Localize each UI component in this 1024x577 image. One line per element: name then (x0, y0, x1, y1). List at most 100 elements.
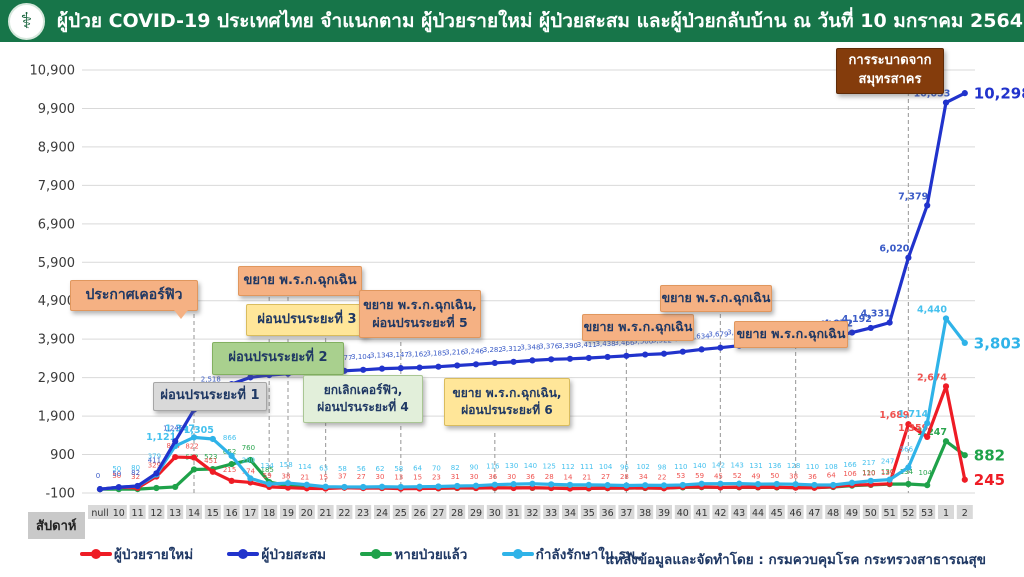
data-point-label: 23 (432, 473, 441, 481)
line-dot-marker-icon (501, 548, 534, 560)
data-point-label: 110 (862, 469, 875, 477)
x-tick-label: 21 (320, 508, 332, 519)
x-tick-label: 30 (489, 508, 501, 519)
data-point-label: 130 (881, 468, 894, 476)
data-point-label: 31 (451, 473, 460, 481)
x-tick-label: 22 (338, 508, 350, 519)
y-tick-label: 3,900 (38, 333, 75, 348)
data-point-label: 50 (112, 470, 121, 478)
data-point-label: 70 (432, 464, 441, 472)
data-point (604, 482, 611, 489)
data-point-label: 140 (524, 462, 537, 470)
data-point-label: 63 (319, 465, 328, 473)
data-point-label: 822 (185, 443, 198, 451)
data-point (924, 433, 931, 440)
event-annotation: ผ่อนปรนระยะที่ 1 (153, 382, 267, 411)
x-tick-chip (731, 505, 748, 519)
data-point-label: 80 (131, 464, 140, 472)
event-annotation: ขยาย พ.ร.ก.ฉุกเฉิน (238, 266, 362, 296)
annotation-text-line: ประกาศเคอร์ฟิว (85, 287, 183, 304)
data-point-label: 139 (881, 469, 894, 477)
x-tick-chip (712, 505, 729, 519)
x-tick-chip (88, 505, 112, 519)
data-point-label: 112 (561, 463, 574, 471)
data-point (736, 480, 743, 487)
data-point-label: 3,162 (408, 351, 428, 359)
x-tick-chip (298, 505, 315, 519)
data-point-label: 106 (843, 470, 857, 478)
data-point (228, 452, 235, 459)
annotation-text-line: สมุทรสาคร (858, 72, 922, 87)
data-point-label: 329 (148, 462, 161, 470)
data-point-label: 110 (674, 463, 687, 471)
x-tick-label: 29 (470, 508, 482, 519)
data-point-label: 30 (470, 473, 479, 481)
data-point (548, 481, 555, 488)
data-point-label: 131 (749, 462, 762, 470)
data-point (566, 355, 574, 362)
series-line (99, 91, 966, 491)
y-tick-label: 900 (50, 448, 75, 463)
data-point-label: 13 (394, 474, 403, 482)
data-point (792, 481, 799, 488)
annotation-text-line: ขยาย พ.ร.ก.ฉุกเฉิน (583, 319, 693, 335)
data-point-label: 379 (148, 453, 161, 461)
data-point-label: 22 (658, 473, 667, 481)
data-point-label: 3,104 (351, 353, 372, 361)
data-point-label: 21 (300, 473, 309, 481)
data-point-label: 247 (881, 458, 894, 466)
data-point (924, 482, 931, 489)
x-tick-chip (562, 505, 578, 519)
data-point-label: 866 (223, 434, 237, 442)
data-point (303, 481, 310, 488)
x-axis-week-label: สัปดาห์ (28, 512, 85, 539)
data-point-label: 30 (507, 473, 516, 481)
y-tick-label: 1,900 (38, 410, 75, 425)
x-tick-label: 49 (846, 508, 858, 519)
data-point-label: 3,134 (370, 352, 391, 360)
line-dot-marker-icon (227, 548, 260, 560)
data-point-label: 108 (825, 463, 838, 471)
x-tick-label: 45 (771, 508, 783, 519)
data-point-label: 411 (148, 456, 161, 464)
data-point-label: 104 (599, 463, 613, 471)
y-tick-label: 5,900 (38, 256, 75, 271)
x-tick-label: 11 (132, 508, 144, 519)
data-point (134, 482, 141, 490)
data-point (698, 480, 705, 487)
data-point (942, 315, 950, 322)
data-point (961, 339, 968, 347)
x-tick-chip (543, 505, 560, 519)
data-point-label: 34 (639, 473, 648, 481)
data-point (867, 324, 874, 332)
data-point-label: 82 (131, 469, 140, 477)
x-tick-chip (524, 505, 541, 519)
data-point-label: 215 (223, 466, 236, 474)
data-point (510, 358, 517, 365)
legend-item-recovered: หายป่วยแล้ว (360, 543, 467, 565)
data-point-label: 3,500 (633, 338, 653, 346)
data-point-label: 50 (770, 472, 779, 480)
data-point-label: 15 (413, 474, 422, 482)
data-point (266, 480, 273, 488)
x-tick-chip (430, 505, 447, 519)
data-point-label: 110 (806, 463, 819, 471)
x-tick-label: 38 (639, 508, 651, 519)
x-tick-label: 48 (827, 508, 839, 519)
x-tick-chip (186, 505, 202, 519)
event-annotation: ขยาย พ.ร.ก.ฉุกเฉิน (582, 314, 694, 341)
data-point (397, 483, 404, 491)
data-point-label: 3,390 (558, 342, 578, 350)
data-point-label: 1,121 (146, 432, 176, 443)
x-tick-chip (261, 505, 278, 519)
event-annotation: ขยาย พ.ร.ก.ฉุกเฉิน, ผ่อนปรนระยะที่ 5 (359, 290, 481, 338)
data-point (886, 476, 893, 483)
data-point-label: 58 (338, 465, 347, 473)
annotation-text-line: ยกเลิกเคอร์ฟิว, (323, 382, 403, 397)
x-tick-chip (618, 505, 635, 519)
data-point-label: 102 (637, 463, 650, 471)
data-point (228, 477, 235, 484)
x-tick-chip (204, 505, 221, 519)
data-point-label: 136 (768, 462, 782, 470)
data-point-label: 1,689 (879, 410, 909, 421)
